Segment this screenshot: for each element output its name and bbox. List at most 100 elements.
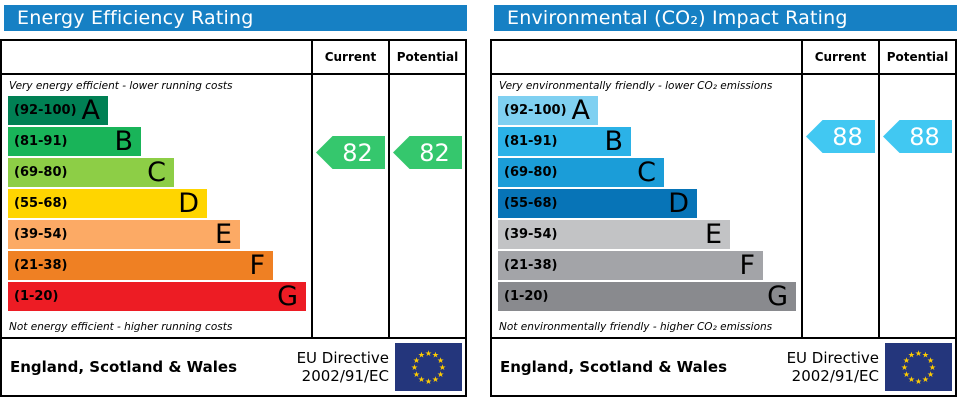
top-note: Very energy efficient - lower running co…: [9, 80, 233, 92]
eu-flag-field: [395, 343, 462, 391]
eu-flag-star-icon: ★: [927, 356, 934, 365]
footer-region-label: England, Scotland & Wales: [10, 358, 238, 376]
band-bar: (81-91) B: [498, 127, 631, 156]
chart-row: Very energy efficient - lower running co…: [2, 75, 465, 339]
band-range-label: (81-91): [14, 134, 68, 149]
rating-table: Current Potential Very environmentally f…: [490, 39, 957, 397]
band-letter: C: [637, 157, 656, 188]
eu-flag-star-icon: ★: [432, 375, 439, 384]
panel-title-bar: Energy Efficiency Rating: [4, 5, 467, 31]
band-range-label: (55-68): [14, 196, 68, 211]
band-letter: G: [767, 281, 788, 312]
eu-flag-star-icon: ★: [922, 375, 929, 384]
band-bar: (92-100) A: [498, 96, 598, 125]
band-bar: (92-100) A: [8, 96, 108, 125]
table-header-row: Current Potential: [492, 41, 955, 75]
band-bar: (55-68) D: [8, 189, 207, 218]
band-row-f: (21-38) F: [492, 251, 801, 282]
band-range-label: (92-100): [504, 103, 567, 118]
column-header-potential: Potential: [878, 41, 955, 73]
header-spacer-cell: [492, 41, 801, 73]
band-letter: B: [114, 126, 133, 157]
band-row-b: (81-91) B: [2, 127, 311, 158]
band-letter: F: [249, 250, 265, 281]
band-row-g: (1-20) G: [2, 282, 311, 313]
top-note: Very environmentally friendly - lower CO…: [499, 80, 773, 92]
eu-flag-star-icon: ★: [927, 370, 934, 379]
band-bar: (1-20) G: [8, 282, 306, 311]
eu-flag-star-icon: ★: [425, 377, 432, 386]
current-value-column: 88: [801, 75, 878, 337]
band-range-label: (39-54): [14, 227, 68, 242]
band-row-a: (92-100) A: [2, 96, 311, 127]
chart-row: Very environmentally friendly - lower CO…: [492, 75, 955, 339]
bottom-note: Not environmentally friendly - higher CO…: [499, 321, 773, 333]
rating-table: Current Potential Very energy efficient …: [0, 39, 467, 397]
eu-flag-star-icon: ★: [437, 370, 444, 379]
eu-directive-line1: EU Directive: [786, 349, 879, 367]
band-bar: (21-38) F: [8, 251, 273, 280]
eu-flag-star-icon: ★: [915, 377, 922, 386]
band-range-label: (1-20): [14, 289, 59, 304]
band-bar: (1-20) G: [498, 282, 796, 311]
table-header-row: Current Potential: [2, 41, 465, 75]
eu-flag-star-icon: ★: [439, 363, 446, 372]
eu-flag-star-icon: ★: [901, 363, 908, 372]
band-letter: D: [178, 188, 199, 219]
band-letter: G: [277, 281, 298, 312]
band-row-d: (55-68) D: [2, 189, 311, 220]
band-range-label: (81-91): [504, 134, 558, 149]
eu-flag-star-icon: ★: [413, 370, 420, 379]
band-row-g: (1-20) G: [492, 282, 801, 313]
potential-value-column: 82: [388, 75, 465, 337]
eu-flag-star-icon: ★: [411, 363, 418, 372]
band-letter: E: [214, 219, 232, 250]
current-value-column: 82: [311, 75, 388, 337]
band-range-label: (21-38): [14, 258, 68, 273]
potential-value-column: 88: [878, 75, 955, 337]
band-row-f: (21-38) F: [2, 251, 311, 282]
band-bar: (39-54) E: [8, 220, 240, 249]
energy-efficiency-panel: Energy Efficiency Rating Current Potenti…: [0, 0, 467, 397]
eu-directive-line2: 2002/91/EC: [301, 367, 389, 385]
band-bar: (55-68) D: [498, 189, 697, 218]
bands-column: Very environmentally friendly - lower CO…: [492, 75, 801, 337]
band-bar: (81-91) B: [8, 127, 141, 156]
eu-flag-field: [885, 343, 952, 391]
band-letter: B: [604, 126, 623, 157]
band-bar: (69-80) C: [498, 158, 664, 187]
panel-title: Environmental (CO₂) Impact Rating: [507, 7, 848, 29]
eu-directive-line1: EU Directive: [296, 349, 389, 367]
band-row-e: (39-54) E: [2, 220, 311, 251]
eu-directive-label: EU Directive 2002/91/EC: [787, 349, 879, 385]
band-bar: (69-80) C: [8, 158, 174, 187]
eu-flag-star-icon: ★: [413, 356, 420, 365]
band-letter: D: [668, 188, 689, 219]
band-bar: (39-54) E: [498, 220, 730, 249]
band-letter: F: [739, 250, 755, 281]
band-letter: C: [147, 157, 166, 188]
eu-flag-star-icon: ★: [908, 351, 915, 360]
eu-flag-star-icon: ★: [915, 349, 922, 358]
band-row-a: (92-100) A: [492, 96, 801, 127]
band-row-d: (55-68) D: [492, 189, 801, 220]
eu-directive-line2: 2002/91/EC: [791, 367, 879, 385]
footer-region-label: England, Scotland & Wales: [500, 358, 728, 376]
band-range-label: (1-20): [504, 289, 549, 304]
panel-title-bar: Environmental (CO₂) Impact Rating: [494, 5, 957, 31]
bands: (92-100) A (81-91) B (69-80) C (55-68) D (39-54)…: [2, 96, 311, 313]
band-range-label: (92-100): [14, 103, 77, 118]
band-row-c: (69-80) C: [2, 158, 311, 189]
band-row-c: (69-80) C: [492, 158, 801, 189]
band-range-label: (69-80): [14, 165, 68, 180]
band-letter: A: [81, 95, 100, 126]
band-range-label: (21-38): [504, 258, 558, 273]
band-range-label: (69-80): [504, 165, 558, 180]
table-footer-row: England, Scotland & Wales EU Directive 2…: [2, 339, 465, 395]
eu-flag-star-icon: ★: [425, 349, 432, 358]
band-row-e: (39-54) E: [492, 220, 801, 251]
eu-flag-star-icon: ★: [432, 351, 439, 360]
column-header-current: Current: [311, 41, 388, 73]
eu-flag-icon: ★ ★★★★★★★★★★★: [885, 343, 952, 391]
